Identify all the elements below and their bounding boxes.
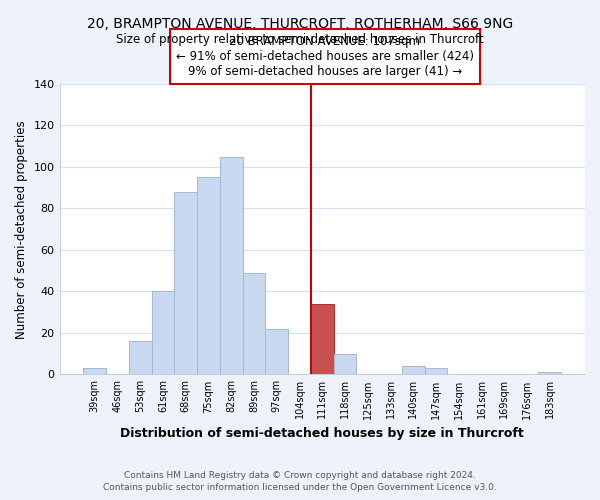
Bar (425, 368, 448, 374)
Bar (129, 341, 152, 374)
Y-axis label: Number of semi-detached properties: Number of semi-detached properties (15, 120, 28, 338)
Bar (175, 192, 197, 374)
Bar (265, 329, 288, 374)
Text: 20 BRAMPTON AVENUE: 107sqm
← 91% of semi-detached houses are smaller (424)
9% of: 20 BRAMPTON AVENUE: 107sqm ← 91% of semi… (176, 35, 474, 78)
Text: Size of property relative to semi-detached houses in Thurcroft: Size of property relative to semi-detach… (116, 32, 484, 46)
Text: 20, BRAMPTON AVENUE, THURCROFT, ROTHERHAM, S66 9NG: 20, BRAMPTON AVENUE, THURCROFT, ROTHERHA… (87, 18, 513, 32)
Bar (220, 156, 242, 374)
Bar (197, 178, 220, 374)
Text: Contains public sector information licensed under the Open Government Licence v3: Contains public sector information licen… (103, 484, 497, 492)
Bar (311, 304, 334, 374)
Bar (402, 366, 425, 374)
X-axis label: Distribution of semi-detached houses by size in Thurcroft: Distribution of semi-detached houses by … (121, 427, 524, 440)
Bar (242, 273, 265, 374)
Bar (152, 292, 175, 374)
Bar (334, 354, 356, 374)
Bar (538, 372, 561, 374)
Bar (83, 368, 106, 374)
Text: Contains HM Land Registry data © Crown copyright and database right 2024.: Contains HM Land Registry data © Crown c… (124, 471, 476, 480)
